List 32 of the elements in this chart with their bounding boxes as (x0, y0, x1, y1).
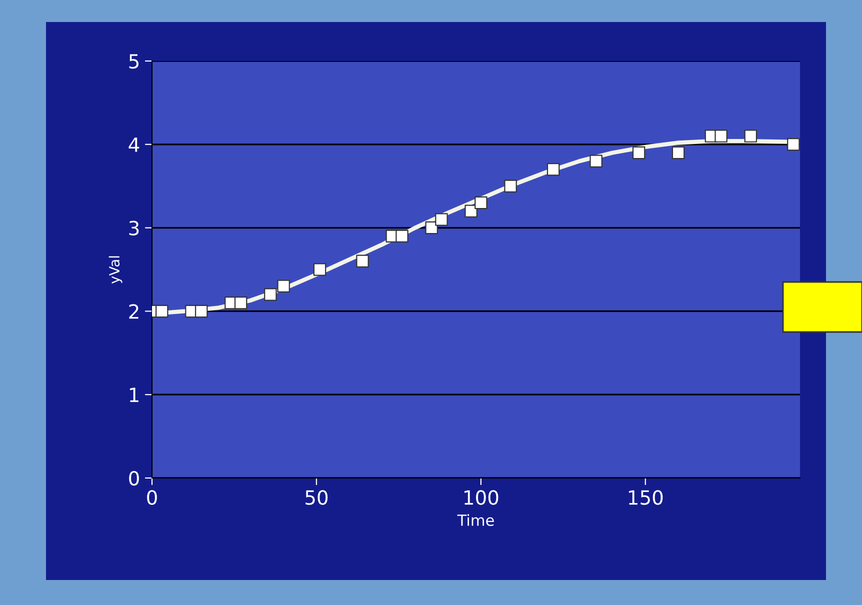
point (714, 130, 728, 142)
point (396, 230, 408, 243)
point (787, 138, 800, 151)
x-tick-label: 100 (464, 490, 498, 505)
x-tick-label: 50 (306, 490, 328, 505)
point (632, 146, 646, 160)
point (744, 130, 758, 142)
y-tick-label: 5 (129, 54, 138, 69)
point (264, 288, 277, 301)
y-tick-label: 0 (129, 470, 139, 486)
point (504, 180, 517, 192)
point (546, 163, 560, 176)
point (234, 296, 248, 310)
x-axis-title: Time (457, 514, 494, 526)
point (313, 263, 326, 276)
x-tick-label: 0 (147, 490, 157, 505)
y-tick-label: 4 (128, 138, 140, 152)
x-tick-label: 150 (628, 490, 663, 505)
y-tick-label: 2 (129, 304, 138, 319)
y-tick-label: 1 (130, 388, 138, 402)
point (156, 304, 168, 318)
point (435, 213, 448, 226)
point (590, 154, 602, 168)
point (464, 204, 478, 218)
point (356, 254, 369, 268)
point (194, 304, 208, 318)
y-tick-label: 3 (129, 220, 139, 236)
point (425, 221, 438, 234)
point (672, 146, 685, 160)
point (474, 196, 488, 210)
point (277, 280, 290, 293)
y-axis-title: yVal (108, 256, 122, 284)
